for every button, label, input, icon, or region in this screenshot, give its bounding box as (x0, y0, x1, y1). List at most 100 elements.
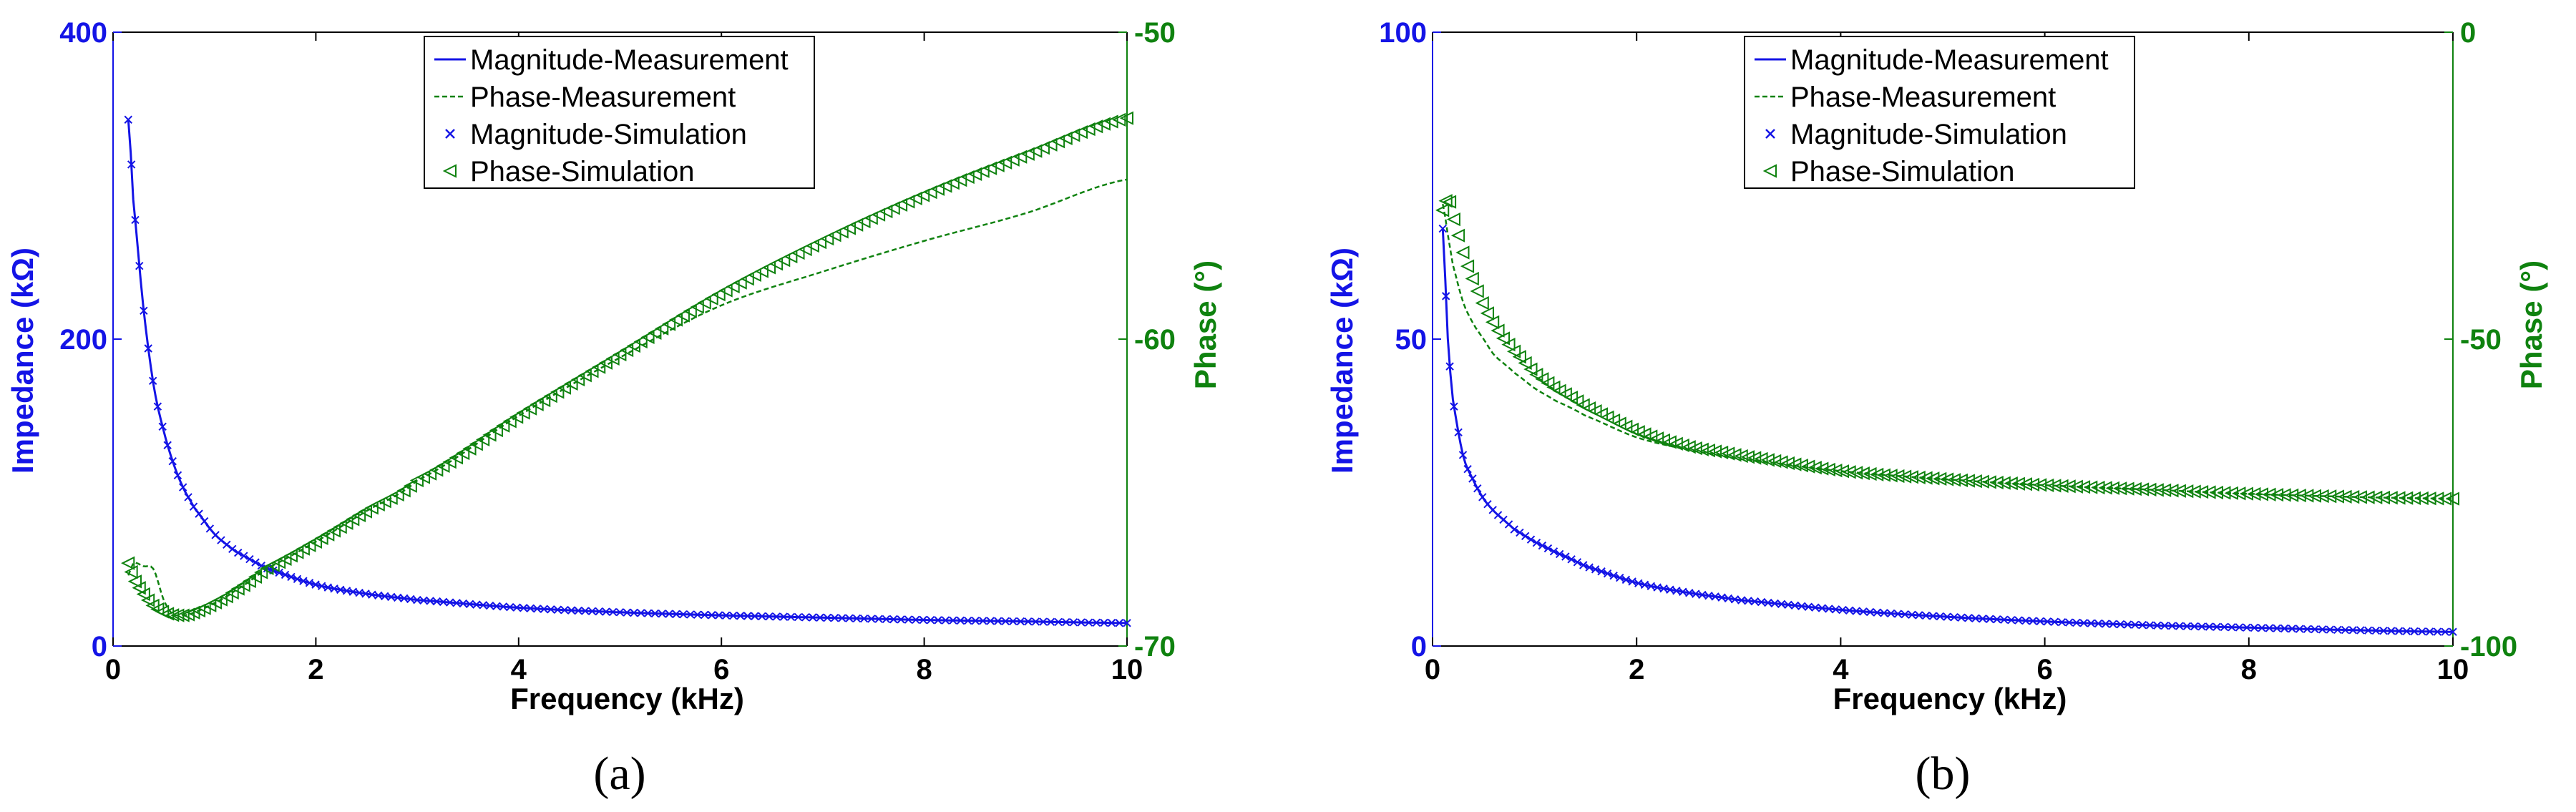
data-point-triangle-marker (302, 538, 316, 552)
data-point-x-marker (217, 536, 225, 544)
data-point-triangle-marker (1815, 461, 1829, 476)
data-point-triangle-marker (2054, 479, 2069, 493)
data-point-triangle-marker (1740, 450, 1755, 464)
data-point-triangle-marker (1058, 131, 1073, 145)
data-point-triangle-marker (1518, 356, 1532, 371)
left-y-tick-label: 200 (59, 324, 107, 356)
data-point-x-marker (581, 607, 590, 615)
data-point-x-marker (2153, 621, 2162, 630)
data-point-triangle-marker (2437, 491, 2452, 506)
data-point-x-marker (2094, 619, 2103, 628)
legend-swatch-triangle-marker (1762, 164, 1777, 178)
data-point-triangle-marker (2353, 490, 2367, 504)
data-point-triangle-marker (1662, 435, 1677, 449)
data-point-x-marker (1964, 614, 1973, 622)
data-point-x-marker (1532, 538, 1541, 547)
data-point-x-marker (1784, 600, 1792, 610)
data-point-x-marker (305, 579, 314, 587)
data-point-triangle-marker (1794, 459, 1808, 473)
data-point-triangle-marker (1485, 315, 1500, 329)
data-point-x-marker (1818, 604, 1827, 612)
data-point-x-marker (801, 613, 810, 622)
data-point-triangle-marker (1104, 114, 1118, 129)
data-point-triangle-marker (975, 164, 990, 178)
data-point-triangle-marker (908, 191, 922, 206)
data-point-x-marker (2000, 615, 2009, 624)
data-point-triangle-marker (2224, 486, 2238, 500)
data-point-x-marker (2029, 617, 2037, 625)
data-point-triangle-marker (462, 441, 477, 456)
data-point-triangle-marker (1688, 441, 1702, 456)
left-y-axis-title: Impedance (kΩ) (6, 248, 39, 474)
data-point-triangle-marker (2232, 486, 2246, 501)
data-point-x-marker (1692, 590, 1700, 598)
data-point-triangle-marker (915, 188, 930, 202)
data-point-triangle-marker (849, 217, 864, 232)
data-point-triangle-marker (812, 235, 827, 250)
data-point-triangle-marker (953, 172, 967, 187)
left-y-tick-label: 0 (92, 631, 107, 662)
data-point-triangle-marker (1035, 141, 1050, 155)
data-point-x-marker (2079, 619, 2088, 627)
panel-a-chart: 0 2 4 6 8 10 0 200 400 -70 -60 -50 Frequency (kHz) Im… (6, 17, 1222, 800)
data-point-triangle-marker (930, 182, 945, 196)
x-tick-label: 2 (308, 654, 323, 685)
data-point-triangle-marker (769, 257, 784, 271)
data-point-x-marker (1438, 224, 1447, 233)
data-point-x-marker (158, 422, 167, 431)
left-y-tick-label: 50 (1395, 324, 1428, 356)
data-point-triangle-marker (1989, 475, 2004, 490)
data-point-x-marker (1603, 569, 1612, 578)
data-point-triangle-marker (2376, 490, 2391, 505)
data-point-x-marker (2250, 623, 2259, 632)
data-point-triangle-marker (871, 207, 886, 222)
data-point-triangle-marker (1529, 368, 1543, 382)
data-point-x-marker (1750, 597, 1759, 606)
series-line (127, 178, 1128, 617)
data-point-x-marker (419, 596, 428, 605)
data-point-triangle-marker (605, 351, 620, 366)
data-point-x-marker (1573, 558, 1582, 567)
data-point-x-marker (1445, 362, 1454, 371)
data-point-x-marker (2043, 617, 2051, 626)
legend-label: Magnitude-Measurement (470, 44, 789, 76)
data-point-triangle-marker (1694, 442, 1709, 456)
data-point-triangle-marker (2422, 491, 2436, 506)
data-point-triangle-marker (326, 524, 341, 538)
data-point-x-marker (1704, 591, 1713, 600)
data-point-triangle-marker (841, 221, 856, 235)
data-point-x-marker (567, 606, 576, 615)
data-point-x-marker (1092, 618, 1101, 627)
data-point-x-marker (1084, 618, 1093, 627)
data-point-triangle-marker (827, 228, 841, 243)
data-point-x-marker (506, 602, 514, 612)
data-point-x-marker (2356, 626, 2365, 635)
data-point-triangle-marker (2315, 489, 2329, 504)
data-point-x-marker (479, 601, 487, 610)
data-point-x-marker (978, 617, 987, 625)
data-point-x-marker (1009, 617, 1018, 626)
data-point-x-marker (280, 570, 290, 579)
data-point-triangle-marker (1926, 471, 1940, 486)
data-point-x-marker (912, 615, 920, 625)
data-point-x-marker (1001, 617, 1010, 625)
left-y-tick-label: 100 (1379, 17, 1427, 49)
data-point-x-marker (240, 552, 248, 560)
data-point-x-marker (245, 554, 254, 564)
data-point-x-marker (144, 344, 152, 353)
data-point-triangle-marker (2361, 490, 2375, 504)
data-point-triangle-marker (557, 381, 571, 395)
data-point-x-marker (1549, 547, 1558, 556)
data-point-triangle-marker (820, 232, 834, 246)
data-point-triangle-marker (1707, 444, 1722, 459)
data-point-triangle-marker (1760, 453, 1775, 467)
data-point-triangle-marker (2187, 484, 2201, 499)
data-point-triangle-marker (733, 275, 747, 290)
data-point-x-marker (1628, 577, 1636, 586)
data-point-triangle-marker (640, 330, 655, 345)
data-point-x-marker (602, 607, 610, 616)
data-point-x-marker (1561, 552, 1570, 561)
data-point-triangle-marker (482, 428, 497, 442)
data-point-triangle-marker (436, 459, 450, 474)
